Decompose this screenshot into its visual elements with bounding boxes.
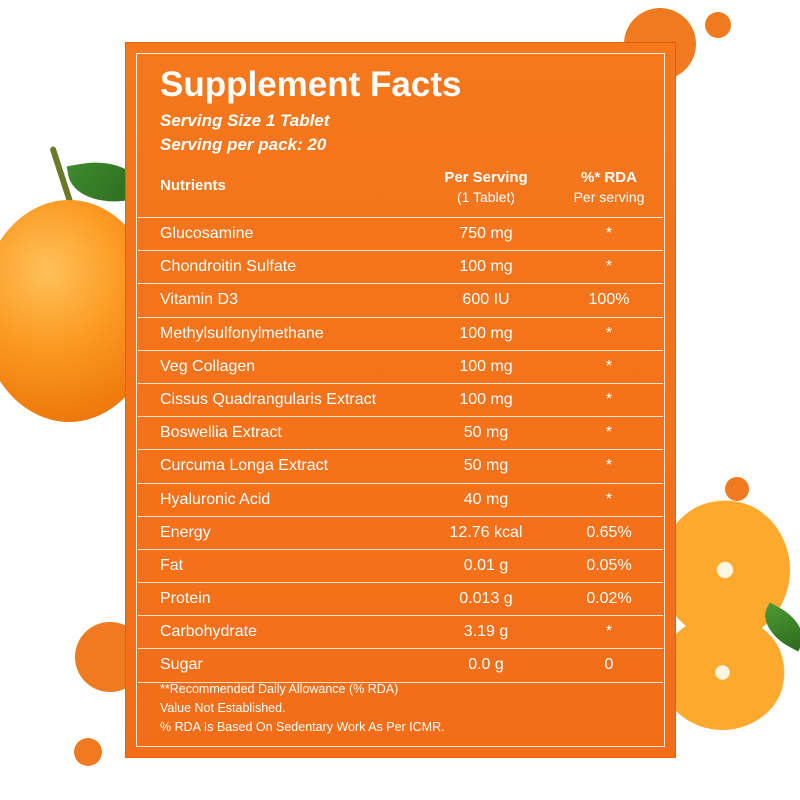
nutrient-name: Fat (160, 556, 184, 574)
table-row: Sugar 0.0 g 0 (138, 648, 663, 681)
rda-value: * (605, 258, 613, 276)
rda-value: 0.65% (586, 523, 632, 541)
nutrient-name: Glucosamine (160, 225, 254, 242)
rda-value: 0 (604, 656, 614, 674)
nutrient-name: Sugar (160, 656, 203, 674)
table-row: Cissus Quadrangularis Extract 100 mg * (138, 382, 663, 416)
table-row: Glucosamine 750 mg * (138, 217, 663, 250)
table-row: Veg Collagen 100 mg * (138, 349, 663, 383)
table-row: Protein 0.013 g 0.02% (138, 582, 663, 615)
nutrient-name: Veg Collagen (160, 357, 256, 375)
table-row: Fat 0.01 g 0.05% (138, 548, 663, 582)
rda-value: * (605, 390, 613, 408)
per-serving-value: 0.013 g (459, 590, 513, 608)
header-rda-sub: Per serving (573, 189, 645, 205)
table-row: Energy 12.76 kcal 0.65% (138, 515, 663, 549)
decor-dot-left-small (74, 738, 102, 766)
table-row: Hyaluronic Acid 40 mg * (138, 482, 663, 516)
supplement-facts-panel: Supplement Facts Serving Size 1 Tablet S… (126, 43, 675, 757)
nutrient-name: Protein (160, 590, 211, 608)
per-serving-value: 3.19 g (463, 623, 509, 641)
nutrient-name: Cissus Quadrangularis Extract (160, 390, 377, 408)
header-per-serving: Per Serving (444, 169, 528, 186)
table-row: Boswellia Extract 50 mg * (138, 416, 663, 449)
table-row: Methylsulfonylmethane 100 mg * (138, 316, 663, 350)
per-serving-value: 0.0 g (468, 656, 504, 674)
rda-value: 100% (588, 291, 630, 309)
nutrient-name: Methylsulfonylmethane (160, 324, 324, 342)
per-serving-value: 750 mg (459, 225, 513, 242)
table-row: Chondroitin Sulfate 100 mg * (138, 250, 663, 283)
orange-slice-image (660, 615, 785, 730)
serving-size: Serving Size 1 Tablet (160, 111, 330, 130)
per-serving-value: 100 mg (459, 324, 513, 342)
rda-value: 0.02% (586, 590, 632, 608)
per-serving-value: 12.76 kcal (449, 523, 523, 541)
per-serving-value: 600 IU (462, 291, 510, 309)
nutrient-name: Hyaluronic Acid (160, 490, 271, 508)
table-bottom-rule (138, 681, 663, 683)
per-serving-value: 100 mg (459, 357, 513, 375)
rda-value: * (605, 490, 613, 508)
nutrient-name: Vitamin D3 (160, 291, 238, 309)
rda-value: * (605, 324, 613, 342)
rda-value: * (605, 457, 613, 475)
table-row: Curcuma Longa Extract 50 mg * (138, 449, 663, 482)
per-serving-value: 50 mg (463, 424, 509, 442)
footnote-icmr: % RDA Is Based On Sedentary Work As Per … (160, 720, 445, 734)
header-rda: %* RDA (581, 169, 637, 186)
nutrient-name: Energy (160, 523, 211, 541)
nutrient-name: Carbohydrate (160, 623, 257, 641)
per-serving-value: 50 mg (463, 457, 509, 475)
nutrient-name: Curcuma Longa Extract (160, 457, 329, 475)
footnote-rda: **Recommended Daily Allowance (% RDA) (160, 682, 399, 696)
table-row: Carbohydrate 3.19 g * (138, 615, 663, 648)
rda-value: 0.05% (586, 556, 632, 574)
footnote-value: Value Not Established. (160, 701, 286, 715)
serving-per-pack: Serving per pack: 20 (160, 135, 327, 154)
header-per-serving-sub: (1 Tablet) (456, 189, 516, 205)
per-serving-value: 0.01 g (463, 556, 509, 574)
nutrient-name: Chondroitin Sulfate (160, 258, 297, 276)
rda-value: * (605, 357, 613, 375)
nutrient-table: Glucosamine 750 mg * Chondroitin Sulfate 10… (138, 217, 663, 683)
panel-title: Supplement Facts (160, 65, 462, 104)
decor-dot-top-right-small (705, 12, 731, 38)
per-serving-value: 100 mg (459, 390, 513, 408)
table-row: Vitamin D3 600 IU 100% (138, 283, 663, 316)
decor-dot-right-small (725, 477, 749, 501)
nutrient-name: Boswellia Extract (160, 424, 282, 442)
rda-value: * (605, 424, 613, 442)
per-serving-value: 100 mg (459, 258, 513, 276)
rda-value: * (605, 623, 613, 641)
rda-value: * (605, 225, 613, 242)
per-serving-value: 40 mg (463, 490, 509, 508)
header-nutrients: Nutrients (160, 177, 226, 194)
